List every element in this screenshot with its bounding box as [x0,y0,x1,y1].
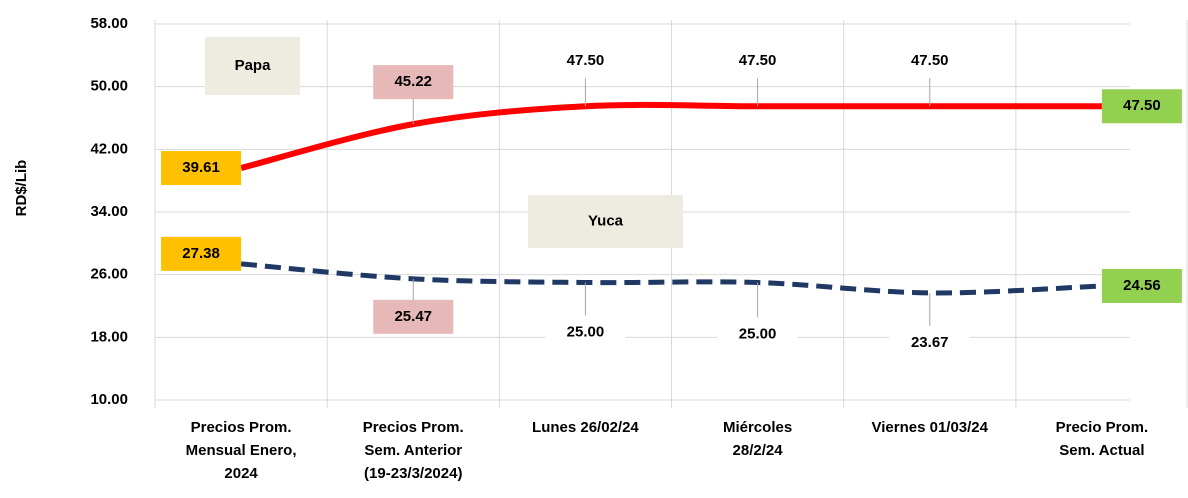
data-label-box [1101,268,1182,303]
data-label: 47.50 [1123,97,1161,114]
series-line [240,101,1102,171]
y-tick-label: 58.00 [90,15,128,32]
data-label: 39.61 [182,159,220,176]
y-tick-label: 18.00 [90,328,128,345]
data-label-box [161,236,242,271]
series-line [240,261,1103,296]
data-label: 25.00 [739,325,777,342]
x-tick-label: Lunes 26/02/24 [532,419,639,436]
x-tick-label: Miércoles 28/2/24 [722,419,793,459]
legend-label: Papa [235,57,272,74]
x-tick-label: Viernes 01/03/24 [871,419,988,436]
data-label-box [889,44,970,79]
data-label: 45.22 [394,73,432,90]
y-axis-label: RD$/Lib [13,160,30,217]
data-label-box [545,44,626,79]
y-tick-label: 10.00 [90,391,128,408]
y-tick-label: 34.00 [90,203,128,220]
data-label: 25.47 [394,308,432,325]
data-label: 47.50 [739,52,777,69]
data-label-box [717,317,798,352]
y-tick-label: 26.00 [90,266,128,283]
series-name-box [528,195,683,248]
data-label: 25.00 [567,323,605,340]
data-label: 27.38 [182,245,220,262]
data-label: 23.67 [911,334,949,351]
data-label: 24.56 [1123,277,1161,294]
data-label: 47.50 [911,52,949,69]
data-label-box [545,315,626,350]
x-tick-label: Precios Prom. Sem. Anterior (19-23/3/202… [362,419,464,482]
series-name-box [205,37,300,95]
data-label-box [373,299,454,334]
y-tick-label: 50.00 [90,78,128,95]
legend-label: Yuca [588,212,624,229]
data-label: 47.50 [567,52,605,69]
y-tick-label: 42.00 [90,140,128,157]
data-label-box [717,44,798,79]
data-label-box [889,325,970,360]
data-label-box [373,65,454,100]
data-label-box [1101,89,1182,124]
x-tick-label: Precio Prom. Sem. Actual [1055,419,1149,459]
x-tick-label: Precios Prom. Mensual Enero, 2024 [185,419,297,482]
data-label-box [161,151,242,186]
